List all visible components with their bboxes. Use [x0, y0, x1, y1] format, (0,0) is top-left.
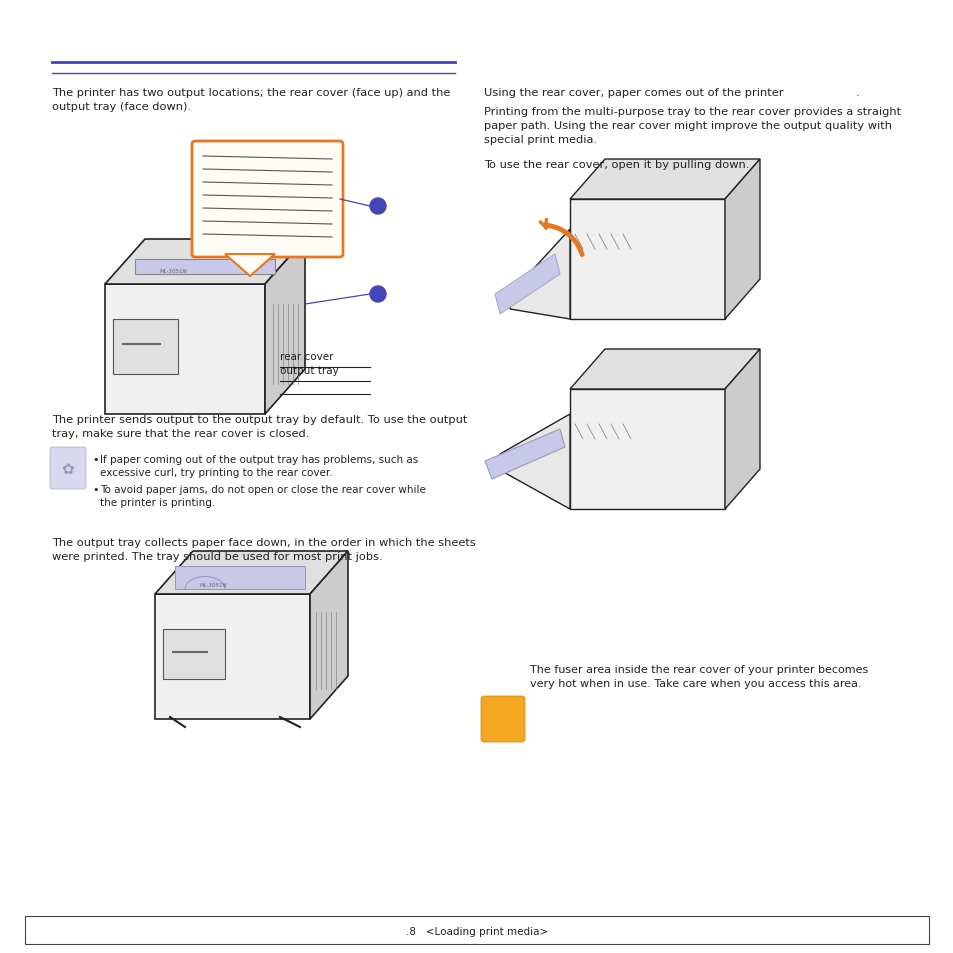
Polygon shape: [724, 160, 760, 319]
Text: •: •: [91, 484, 98, 495]
Text: !: !: [497, 668, 508, 692]
FancyBboxPatch shape: [192, 142, 343, 257]
Polygon shape: [265, 240, 305, 415]
Text: To avoid paper jams, do not open or close the rear cover while
the printer is pr: To avoid paper jams, do not open or clos…: [100, 484, 425, 508]
FancyBboxPatch shape: [480, 697, 524, 742]
Circle shape: [370, 287, 386, 303]
Bar: [25, 916, 928, 944]
Polygon shape: [484, 430, 564, 479]
Polygon shape: [724, 350, 760, 510]
Polygon shape: [569, 160, 760, 200]
Text: Using the rear cover, paper comes out of the printer                    .: Using the rear cover, paper comes out of…: [483, 88, 859, 98]
Text: ✿: ✿: [62, 462, 74, 477]
Polygon shape: [154, 595, 310, 720]
Polygon shape: [510, 230, 569, 319]
Text: Printing from the multi-purpose tray to the rear cover provides a straight
paper: Printing from the multi-purpose tray to …: [483, 107, 901, 145]
Polygon shape: [569, 200, 724, 319]
Text: output tray: output tray: [280, 366, 338, 375]
Text: ML-3051N: ML-3051N: [200, 582, 228, 587]
Text: The fuser area inside the rear cover of your printer becomes
very hot when in us: The fuser area inside the rear cover of …: [530, 664, 867, 688]
Bar: [163, 629, 225, 679]
FancyBboxPatch shape: [50, 448, 86, 490]
Text: The output tray collects paper face down, in the order in which the sheets
were : The output tray collects paper face down…: [52, 537, 476, 561]
Text: .8   <Loading print media>: .8 <Loading print media>: [405, 926, 548, 936]
Polygon shape: [174, 566, 305, 589]
Polygon shape: [105, 285, 265, 415]
Text: If paper coming out of the output tray has problems, such as
excessive curl, try: If paper coming out of the output tray h…: [100, 455, 417, 477]
Bar: [112, 319, 178, 375]
Polygon shape: [310, 552, 348, 720]
Text: The printer sends output to the output tray by default. To use the output
tray, : The printer sends output to the output t…: [52, 415, 467, 438]
Polygon shape: [495, 254, 559, 314]
Polygon shape: [105, 240, 305, 285]
Text: ML-3051N: ML-3051N: [160, 269, 188, 274]
Text: The printer has two output locations; the rear cover (face up) and the
output tr: The printer has two output locations; th…: [52, 88, 450, 112]
Polygon shape: [569, 390, 724, 510]
Text: •: •: [91, 455, 98, 464]
Text: To use the rear cover, open it by pulling down.: To use the rear cover, open it by pullin…: [483, 160, 749, 170]
Polygon shape: [225, 254, 274, 276]
Polygon shape: [497, 415, 569, 510]
Circle shape: [370, 199, 386, 214]
Polygon shape: [154, 552, 348, 595]
Text: rear cover: rear cover: [280, 352, 334, 361]
Polygon shape: [569, 350, 760, 390]
Polygon shape: [135, 260, 274, 274]
